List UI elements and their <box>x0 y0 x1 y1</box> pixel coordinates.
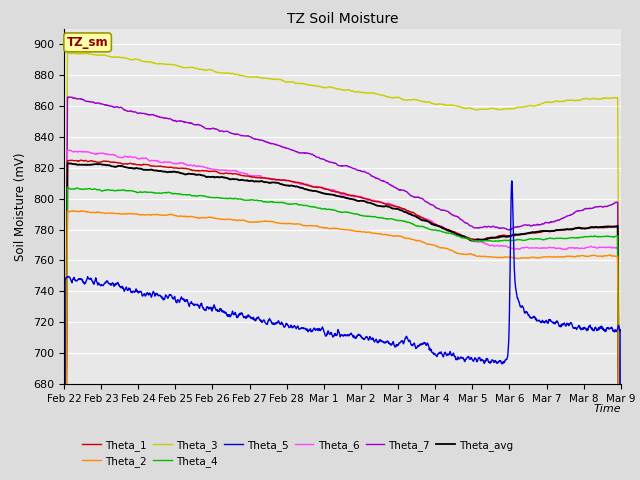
Line: Theta_4: Theta_4 <box>64 187 621 480</box>
Theta_4 <box>444 230 452 236</box>
Theta_avg <box>346 196 353 202</box>
Theta_3 <box>71 51 79 57</box>
Theta_2 <box>582 253 589 259</box>
Y-axis label: Soil Moisture (mV): Soil Moisture (mV) <box>15 152 28 261</box>
Text: TZ_sm: TZ_sm <box>67 36 108 49</box>
Theta_2 <box>312 223 320 229</box>
Theta_6 <box>160 159 168 165</box>
Theta_5 <box>345 333 353 339</box>
Theta_1 <box>77 157 84 163</box>
Theta_4 <box>63 184 71 190</box>
Theta_1 <box>312 184 320 190</box>
Theta_4 <box>160 190 168 195</box>
Theta_3 <box>312 84 320 89</box>
Theta_1 <box>444 227 452 232</box>
Theta_4 <box>312 204 320 210</box>
Text: Time: Time <box>593 404 621 414</box>
Theta_6 <box>312 184 320 190</box>
Theta_3 <box>160 61 168 67</box>
Theta_avg <box>160 169 168 175</box>
Theta_3 <box>64 49 72 55</box>
Theta_3 <box>582 96 589 102</box>
Theta_7 <box>66 94 74 100</box>
Theta_6 <box>63 147 71 153</box>
Theta_1 <box>582 225 589 231</box>
Theta_6 <box>71 149 79 155</box>
Theta_4 <box>582 234 589 240</box>
Theta_2 <box>444 246 452 252</box>
Line: Theta_avg: Theta_avg <box>64 163 621 480</box>
Theta_2 <box>69 208 77 214</box>
Theta_7 <box>346 164 353 169</box>
Theta_3 <box>444 102 452 108</box>
Theta_5 <box>582 326 589 332</box>
Legend: Theta_1, Theta_2, Theta_3, Theta_4, Theta_5, Theta_6, Theta_7, Theta_avg: Theta_1, Theta_2, Theta_3, Theta_4, Thet… <box>78 436 518 471</box>
Theta_7 <box>312 154 320 160</box>
Theta_5 <box>70 276 78 282</box>
Theta_avg <box>444 228 452 233</box>
Theta_7 <box>582 206 589 212</box>
Theta_1 <box>160 164 168 169</box>
Line: Theta_1: Theta_1 <box>64 160 621 480</box>
Theta_avg <box>71 161 79 167</box>
Line: Theta_3: Theta_3 <box>64 52 621 480</box>
Theta_6 <box>444 228 452 234</box>
Theta_6 <box>346 192 353 198</box>
Line: Theta_2: Theta_2 <box>64 211 621 480</box>
Theta_5 <box>160 297 168 303</box>
Theta_4 <box>346 209 353 215</box>
Theta_4 <box>71 186 79 192</box>
Theta_7 <box>160 116 168 121</box>
Theta_5 <box>444 351 452 357</box>
Line: Theta_7: Theta_7 <box>64 97 621 480</box>
Theta_avg <box>312 188 320 194</box>
Theta_7 <box>444 209 452 215</box>
Theta_avg <box>582 226 589 231</box>
Theta_6 <box>582 245 589 251</box>
Title: TZ Soil Moisture: TZ Soil Moisture <box>287 12 398 26</box>
Line: Theta_6: Theta_6 <box>64 150 621 480</box>
Theta_2 <box>160 213 168 218</box>
Theta_7 <box>71 96 79 101</box>
Theta_1 <box>70 158 78 164</box>
Theta_avg <box>63 160 71 166</box>
Theta_2 <box>71 208 79 214</box>
Theta_1 <box>346 192 353 198</box>
Theta_5 <box>312 327 319 333</box>
Theta_2 <box>346 227 353 233</box>
Theta_5 <box>508 178 516 184</box>
Line: Theta_5: Theta_5 <box>64 181 621 480</box>
Theta_3 <box>346 87 353 93</box>
